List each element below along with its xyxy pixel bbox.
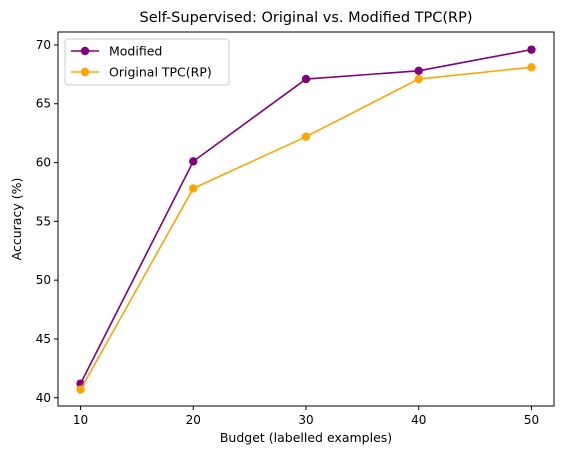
y-axis-label: Accuracy (%) <box>9 178 24 261</box>
data-point <box>189 184 198 193</box>
x-tick-label: 10 <box>73 413 88 427</box>
data-point <box>189 157 198 166</box>
x-tick-label: 30 <box>298 413 313 427</box>
series-0 <box>76 45 536 388</box>
y-tick-label: 55 <box>36 214 51 228</box>
chart-title: Self-Supervised: Original vs. Modified T… <box>139 10 472 26</box>
series-line <box>79 66 532 390</box>
legend-marker <box>80 67 90 77</box>
legend-label: Original TPC(RP) <box>109 65 212 80</box>
legend-entry: Original TPC(RP) <box>71 65 212 80</box>
legend: Modified Original TPC(RP) <box>64 38 230 86</box>
data-point <box>414 66 423 76</box>
y-tick-label: 45 <box>36 332 51 346</box>
y-tick-label: 50 <box>36 273 51 287</box>
x-tick-label: 20 <box>186 413 201 427</box>
data-point <box>301 132 311 141</box>
series-1 <box>76 63 536 394</box>
y-tick-label: 70 <box>36 38 51 52</box>
data-point <box>76 385 85 394</box>
x-axis-label: Budget (labelled examples) <box>220 430 392 445</box>
y-tick-label: 40 <box>36 391 51 405</box>
data-point <box>527 63 536 72</box>
y-tick-label: 65 <box>36 97 51 111</box>
y-axis-ticks: 40 45 50 55 60 65 70 <box>36 38 58 405</box>
axes-frame <box>57 31 555 407</box>
x-tick-label: 50 <box>524 413 539 427</box>
y-tick-label: 60 <box>36 156 51 170</box>
legend-marker <box>80 46 90 56</box>
data-point <box>527 45 536 54</box>
x-tick-label: 40 <box>411 413 426 427</box>
legend-entry: Modified <box>71 44 162 59</box>
plot-area <box>76 45 536 394</box>
legend-label: Modified <box>109 44 162 59</box>
data-point <box>301 74 311 84</box>
series-line <box>79 48 532 385</box>
data-point <box>414 74 423 84</box>
legend-box <box>64 38 230 86</box>
x-axis-ticks: 10 20 30 40 50 <box>73 406 539 427</box>
